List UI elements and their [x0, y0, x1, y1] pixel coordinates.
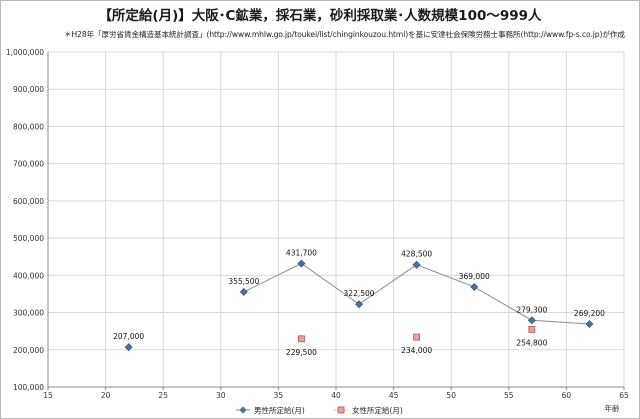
male-point-marker: [124, 343, 133, 352]
male-point-marker: [470, 282, 479, 291]
legend-male-marker: [239, 406, 247, 414]
legend: 男性所定給(月) 女性所定給(月): [236, 405, 403, 415]
male-data-label: 369,000: [459, 272, 490, 281]
series-markers: [124, 259, 594, 352]
female-point-marker: [413, 333, 421, 341]
y-tick-label: 400,000: [13, 271, 44, 280]
y-tick-labels: 100,000 200,000 300,000 400,000 500,000 600,0…: [6, 48, 44, 392]
y-tick-label: 900,000: [13, 85, 44, 94]
female-point-marker: [298, 335, 305, 343]
chart-title: 【所定給(月)】大阪･C鉱業，採石業，砂利採取業･人数規模100～999人: [98, 8, 542, 24]
male-point-marker: [355, 300, 364, 309]
male-data-label: 431,700: [286, 249, 317, 258]
y-tick-label: 200,000: [13, 346, 44, 355]
female-data-label: 254,800: [516, 338, 547, 347]
y-tick-label: 100,000: [13, 383, 44, 392]
female-point-marker: [528, 325, 536, 333]
y-tick-label: 600,000: [13, 197, 44, 206]
data-labels: 207,000 355,500 431,700 322,500 428,500 369,0…: [113, 249, 605, 357]
male-data-label: 279,300: [516, 305, 547, 314]
x-tick-label: 55: [504, 391, 514, 400]
male-data-label: 428,500: [401, 250, 432, 259]
male-point-marker: [527, 316, 536, 325]
y-tick-label: 300,000: [13, 309, 44, 318]
x-tick-label: 15: [43, 391, 53, 400]
x-tick-label: 60: [562, 391, 572, 400]
male-point-marker: [412, 260, 421, 269]
x-tick-label: 35: [274, 391, 284, 400]
x-tick-label: 30: [216, 391, 226, 400]
y-tick-label: 800,000: [13, 122, 44, 131]
y-tick-label: 1,000,000: [6, 48, 44, 57]
source-note: ＊H28年「厚労省賃金構造基本統計調査」(http://www.mhlw.go.…: [64, 30, 625, 39]
legend-female-label: 女性所定給(月): [352, 405, 403, 415]
male-data-label: 269,200: [574, 309, 605, 318]
y-tick-label: 500,000: [13, 234, 44, 243]
male-point-marker: [239, 287, 248, 296]
female-data-label: 229,500: [286, 348, 317, 357]
x-tick-label: 20: [101, 391, 111, 400]
x-tick-label: 45: [389, 391, 399, 400]
x-tick-label: 50: [446, 391, 456, 400]
male-data-label: 355,500: [228, 277, 259, 286]
x-tick-label: 25: [158, 391, 168, 400]
male-data-label: 207,000: [113, 332, 144, 341]
x-tick-label: 40: [331, 391, 341, 400]
female-data-label: 234,000: [401, 346, 432, 355]
axes: [47, 52, 625, 390]
male-point-marker: [585, 320, 594, 329]
x-tick-labels: 15 20 25 30 35 40 45 50 55 60 65: [43, 391, 629, 400]
male-data-label: 322,500: [344, 289, 375, 298]
legend-male-label: 男性所定給(月): [254, 405, 305, 415]
x-tick-label: 65: [619, 391, 629, 400]
x-axis-label: 年齢: [605, 403, 620, 413]
y-tick-label: 700,000: [13, 160, 44, 169]
legend-female-marker: [337, 406, 345, 414]
male-point-marker: [297, 259, 306, 268]
